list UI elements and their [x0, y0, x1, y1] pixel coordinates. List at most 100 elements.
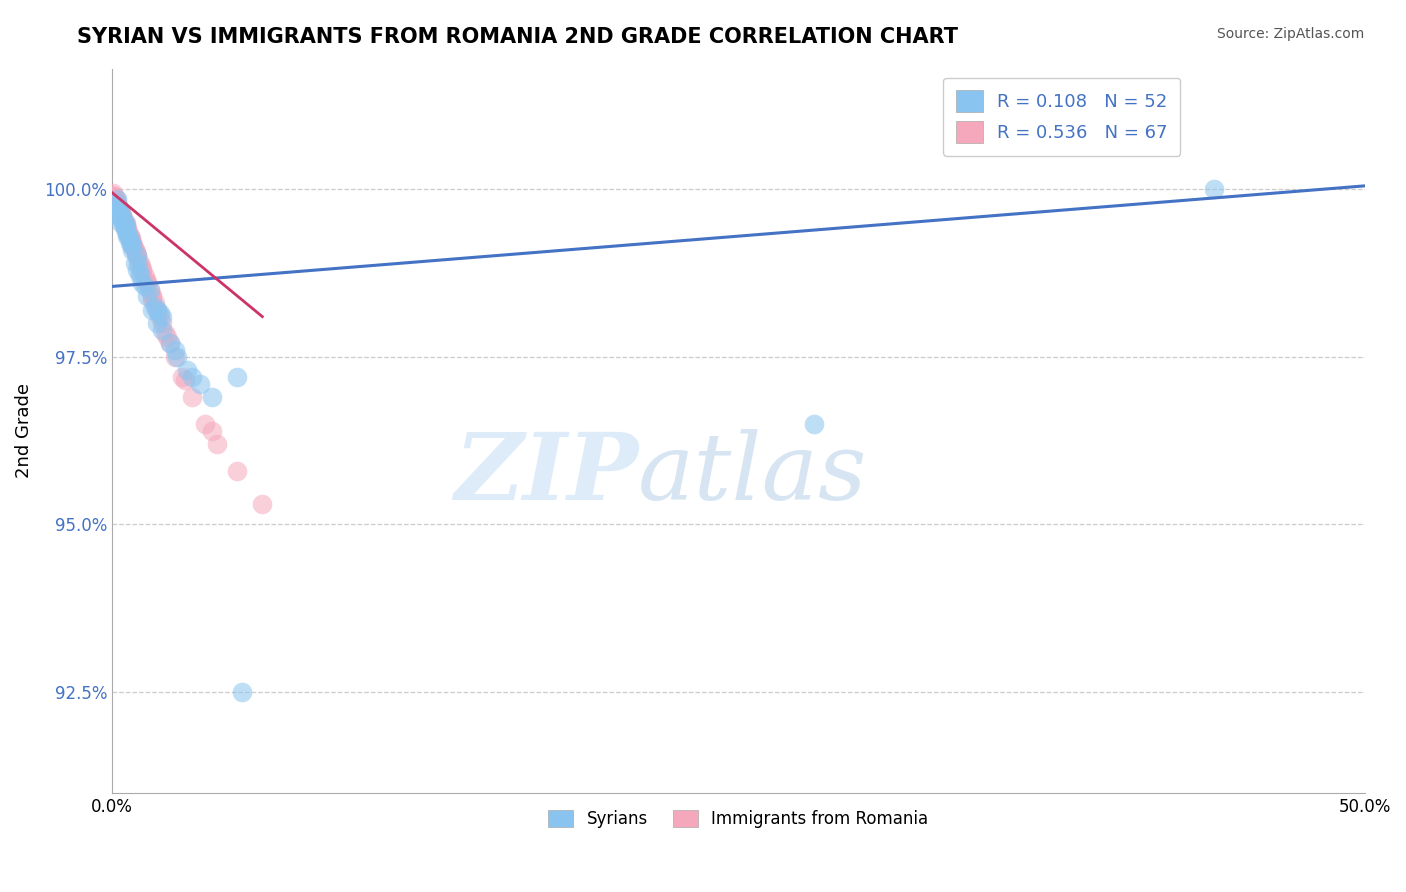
- Point: [125, 246, 148, 260]
- Point: [181, 370, 204, 384]
- Point: [117, 226, 139, 240]
- Point: [104, 192, 127, 206]
- Point: [226, 370, 249, 384]
- Point: [103, 186, 125, 200]
- Point: [129, 260, 152, 274]
- Point: [136, 276, 159, 290]
- Y-axis label: 2nd Grade: 2nd Grade: [15, 383, 32, 478]
- Point: [118, 229, 141, 244]
- Point: [114, 219, 136, 233]
- Point: [124, 243, 146, 257]
- Point: [105, 195, 128, 210]
- Point: [141, 293, 163, 307]
- Point: [803, 417, 825, 431]
- Point: [103, 189, 125, 203]
- Point: [150, 310, 173, 324]
- Point: [146, 302, 169, 317]
- Point: [141, 289, 163, 303]
- Point: [111, 209, 134, 223]
- Point: [103, 189, 125, 203]
- Point: [118, 235, 141, 250]
- Point: [121, 235, 143, 250]
- Point: [176, 363, 198, 377]
- Legend: Syrians, Immigrants from Romania: Syrians, Immigrants from Romania: [541, 804, 935, 835]
- Point: [138, 283, 160, 297]
- Text: ZIP: ZIP: [454, 429, 638, 519]
- Point: [150, 323, 173, 337]
- Point: [104, 192, 127, 206]
- Point: [172, 370, 194, 384]
- Point: [107, 199, 129, 213]
- Point: [134, 269, 156, 284]
- Point: [163, 343, 186, 358]
- Point: [131, 262, 153, 277]
- Point: [252, 497, 274, 511]
- Point: [136, 276, 159, 290]
- Point: [120, 235, 142, 250]
- Point: [112, 212, 135, 227]
- Point: [205, 437, 228, 451]
- Point: [163, 350, 186, 364]
- Point: [115, 222, 138, 236]
- Point: [121, 243, 143, 257]
- Point: [143, 296, 166, 310]
- Point: [159, 336, 181, 351]
- Point: [120, 232, 142, 246]
- Point: [111, 212, 134, 227]
- Point: [188, 376, 211, 391]
- Point: [108, 202, 131, 217]
- Point: [107, 209, 129, 223]
- Point: [122, 239, 145, 253]
- Point: [226, 464, 249, 478]
- Point: [108, 202, 131, 217]
- Point: [114, 216, 136, 230]
- Point: [120, 232, 142, 246]
- Point: [194, 417, 217, 431]
- Point: [134, 279, 156, 293]
- Point: [110, 205, 132, 219]
- Point: [112, 212, 135, 227]
- Point: [122, 239, 145, 253]
- Point: [153, 326, 176, 341]
- Point: [146, 316, 169, 330]
- Point: [159, 336, 181, 351]
- Point: [128, 269, 150, 284]
- Point: [110, 216, 132, 230]
- Point: [201, 390, 224, 404]
- Point: [105, 192, 128, 206]
- Point: [107, 199, 129, 213]
- Point: [1204, 182, 1226, 196]
- Point: [115, 229, 138, 244]
- Point: [114, 216, 136, 230]
- Point: [148, 310, 170, 324]
- Point: [141, 302, 163, 317]
- Point: [143, 300, 166, 314]
- Text: atlas: atlas: [638, 429, 868, 519]
- Point: [105, 199, 128, 213]
- Point: [108, 205, 131, 219]
- Point: [114, 222, 136, 236]
- Point: [114, 216, 136, 230]
- Point: [231, 685, 253, 699]
- Point: [201, 424, 224, 438]
- Point: [110, 209, 132, 223]
- Point: [114, 222, 136, 236]
- Point: [115, 222, 138, 236]
- Point: [156, 329, 179, 343]
- Point: [124, 243, 146, 257]
- Point: [138, 283, 160, 297]
- Point: [124, 256, 146, 270]
- Point: [117, 226, 139, 240]
- Point: [114, 219, 136, 233]
- Point: [115, 226, 138, 240]
- Point: [121, 235, 143, 250]
- Point: [118, 232, 141, 246]
- Point: [141, 289, 163, 303]
- Point: [111, 209, 134, 223]
- Point: [112, 216, 135, 230]
- Point: [105, 195, 128, 210]
- Point: [128, 256, 150, 270]
- Point: [111, 209, 134, 223]
- Point: [150, 316, 173, 330]
- Point: [125, 246, 148, 260]
